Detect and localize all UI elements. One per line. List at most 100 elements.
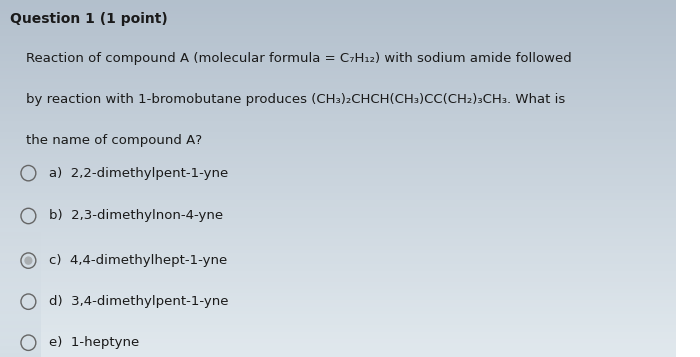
Bar xyxy=(0,82,676,86)
Bar xyxy=(0,89,676,93)
Bar xyxy=(0,321,41,325)
Bar xyxy=(0,64,676,68)
Bar xyxy=(0,250,41,253)
Bar xyxy=(0,46,676,50)
Bar xyxy=(0,225,41,228)
Bar xyxy=(0,239,41,243)
Bar xyxy=(0,136,676,139)
Bar xyxy=(0,118,676,121)
Bar xyxy=(0,300,676,303)
Bar xyxy=(0,296,41,300)
Bar xyxy=(0,11,676,14)
Bar xyxy=(0,211,676,214)
Bar xyxy=(0,111,676,114)
Bar xyxy=(0,253,676,257)
Bar xyxy=(0,71,676,75)
Bar xyxy=(0,114,676,118)
Bar xyxy=(0,86,676,89)
Bar xyxy=(0,218,676,221)
Bar xyxy=(0,121,676,125)
Bar xyxy=(0,282,676,286)
Bar xyxy=(0,178,676,182)
Bar xyxy=(0,343,41,346)
Bar xyxy=(0,14,676,18)
Bar xyxy=(0,346,41,350)
Bar xyxy=(0,321,676,325)
Bar xyxy=(0,57,676,61)
Bar xyxy=(0,336,676,339)
Ellipse shape xyxy=(25,256,32,265)
Bar xyxy=(0,36,676,39)
Bar xyxy=(0,203,676,207)
Bar xyxy=(0,318,676,321)
Bar xyxy=(0,271,676,275)
Text: a)  2,2-dimethylpent-1-yne: a) 2,2-dimethylpent-1-yne xyxy=(49,167,228,180)
Bar xyxy=(0,207,676,211)
Bar xyxy=(0,264,41,268)
Bar xyxy=(0,232,676,236)
Bar xyxy=(0,161,676,164)
Bar xyxy=(0,104,676,107)
Bar xyxy=(0,18,676,21)
Bar xyxy=(0,257,41,261)
Bar xyxy=(0,236,41,239)
Bar xyxy=(0,29,676,32)
Bar xyxy=(0,100,676,104)
Bar xyxy=(0,50,676,54)
Bar xyxy=(0,296,676,300)
Bar xyxy=(0,278,676,282)
Bar xyxy=(0,261,41,264)
Bar xyxy=(0,268,676,271)
Bar xyxy=(0,286,676,289)
Bar xyxy=(0,253,41,257)
Bar xyxy=(0,125,676,129)
Bar xyxy=(0,239,676,243)
Bar xyxy=(0,43,676,46)
Bar xyxy=(0,0,676,4)
Bar xyxy=(0,346,676,350)
Bar xyxy=(0,328,676,332)
Bar xyxy=(0,107,676,111)
Bar xyxy=(0,96,676,100)
Bar xyxy=(0,171,676,175)
Bar xyxy=(0,350,41,353)
Bar xyxy=(0,303,41,307)
Bar xyxy=(0,339,41,343)
Bar xyxy=(0,246,676,250)
Bar xyxy=(0,164,676,168)
Bar xyxy=(0,271,41,275)
Bar xyxy=(0,289,41,293)
Bar xyxy=(0,336,41,339)
Bar xyxy=(0,307,676,311)
Bar xyxy=(0,243,676,246)
Bar xyxy=(0,339,676,343)
Bar xyxy=(0,186,676,189)
Bar xyxy=(0,39,676,43)
Bar xyxy=(0,264,676,268)
Bar xyxy=(0,236,676,239)
Bar xyxy=(0,132,676,136)
Bar xyxy=(0,300,41,303)
Bar xyxy=(0,353,41,357)
Bar xyxy=(0,218,41,221)
Bar xyxy=(0,25,676,29)
Bar xyxy=(0,175,676,178)
Bar xyxy=(0,4,676,7)
Bar xyxy=(0,228,41,232)
Bar xyxy=(0,318,41,321)
Bar xyxy=(0,221,41,225)
Text: by reaction with 1-bromobutane produces (CH₃)₂CHCH(CH₃)CC(CH₂)₃CH₃. What is: by reaction with 1-bromobutane produces … xyxy=(26,93,565,106)
Bar xyxy=(0,250,676,253)
Bar xyxy=(0,139,676,143)
Bar xyxy=(0,182,676,186)
Bar xyxy=(0,228,676,232)
Bar xyxy=(0,193,676,196)
Bar xyxy=(0,79,676,82)
Text: Question 1 (1 point): Question 1 (1 point) xyxy=(10,12,168,26)
Text: c)  4,4-dimethylhept-1-yne: c) 4,4-dimethylhept-1-yne xyxy=(49,254,227,267)
Bar xyxy=(0,214,41,218)
Bar xyxy=(0,129,676,132)
Bar xyxy=(0,303,676,307)
Bar xyxy=(0,68,676,71)
Bar xyxy=(0,278,41,282)
